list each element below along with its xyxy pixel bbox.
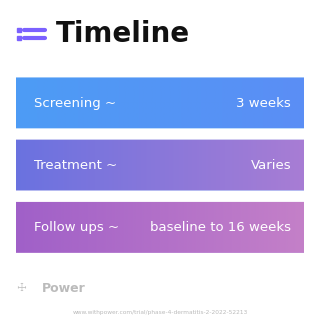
Text: baseline to 16 weeks: baseline to 16 weeks — [150, 221, 291, 234]
Text: Follow ups ~: Follow ups ~ — [34, 221, 119, 234]
Text: 3 weeks: 3 weeks — [236, 96, 291, 110]
Text: Timeline: Timeline — [56, 20, 190, 48]
FancyBboxPatch shape — [16, 140, 304, 190]
Text: www.withpower.com/trial/phase-4-dermatitis-2-2022-52213: www.withpower.com/trial/phase-4-dermatit… — [72, 310, 248, 315]
Text: ☩: ☩ — [16, 284, 26, 293]
FancyBboxPatch shape — [16, 77, 304, 128]
Text: Screening ~: Screening ~ — [34, 96, 116, 110]
Text: Power: Power — [42, 282, 85, 295]
Text: Treatment ~: Treatment ~ — [34, 159, 117, 172]
FancyBboxPatch shape — [16, 202, 304, 252]
Text: Varies: Varies — [251, 159, 291, 172]
